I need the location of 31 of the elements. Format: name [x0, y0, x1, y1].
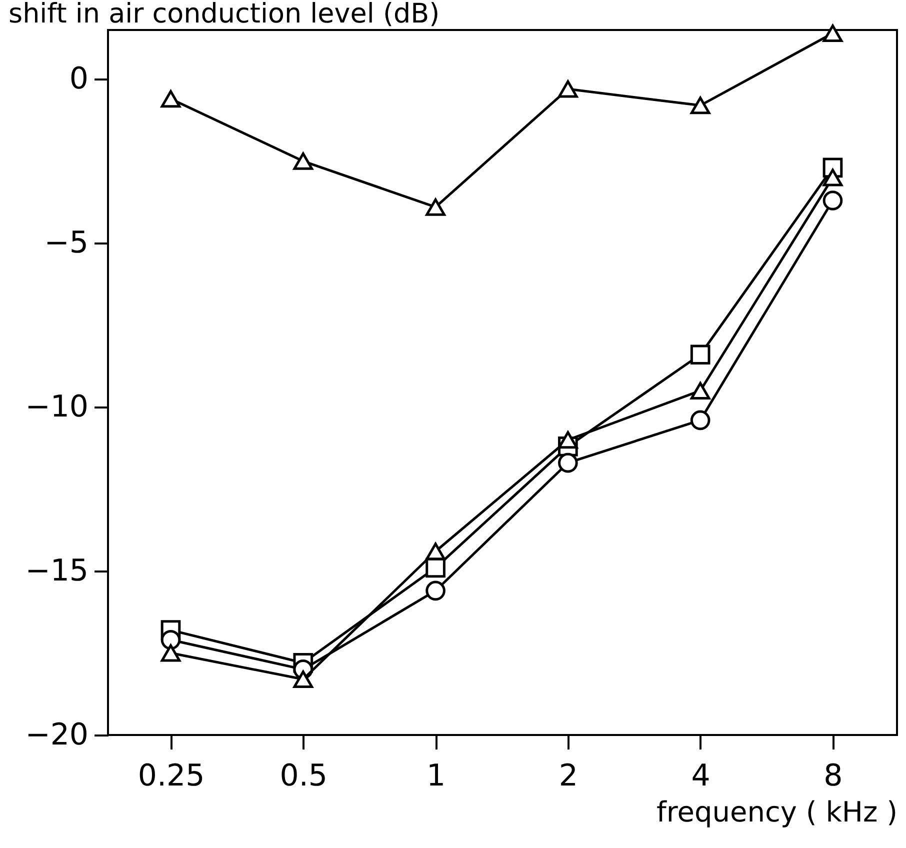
x-tick-label: 2	[558, 758, 578, 794]
point	[293, 152, 314, 170]
x-tick-label: 0.5	[280, 758, 328, 794]
point	[293, 670, 314, 688]
point	[426, 542, 446, 560]
point	[822, 190, 843, 210]
y-tick-label: −10	[25, 390, 88, 425]
point	[160, 644, 181, 662]
y-tick-label: −15	[25, 554, 88, 589]
point	[426, 198, 446, 216]
x-tick-label: 1	[426, 758, 446, 794]
point	[160, 630, 181, 650]
x-axis-title: frequency ( kHz )	[656, 796, 898, 828]
y-tick-label: −20	[25, 718, 88, 752]
point	[690, 344, 710, 365]
point	[426, 558, 446, 578]
x-tick-label: 4	[691, 758, 710, 794]
point	[160, 90, 181, 108]
point	[690, 96, 710, 114]
point	[822, 168, 843, 186]
y-axis-title: shift in air conduction level (dB)	[8, 0, 440, 30]
point	[690, 410, 710, 430]
point	[822, 24, 843, 42]
y-tick-label: 0	[69, 62, 88, 97]
y-tick-label: −5	[44, 226, 88, 261]
x-tick-label: 8	[824, 758, 843, 794]
x-tick-label: 0.25	[138, 758, 205, 794]
point	[426, 580, 446, 601]
point	[690, 382, 710, 400]
point	[558, 80, 578, 98]
point	[558, 452, 578, 473]
